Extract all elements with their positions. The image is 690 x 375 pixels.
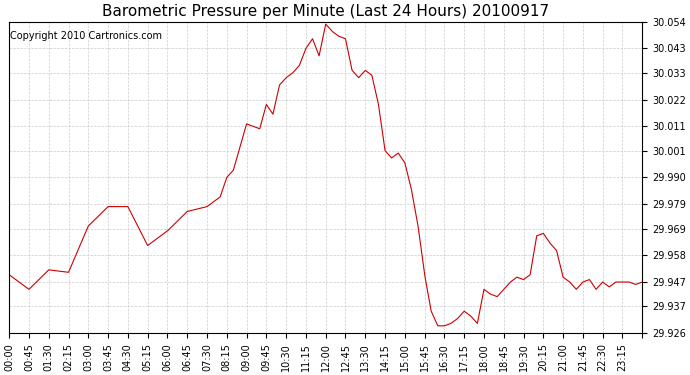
Text: Copyright 2010 Cartronics.com: Copyright 2010 Cartronics.com (10, 31, 162, 41)
Title: Barometric Pressure per Minute (Last 24 Hours) 20100917: Barometric Pressure per Minute (Last 24 … (102, 4, 549, 19)
